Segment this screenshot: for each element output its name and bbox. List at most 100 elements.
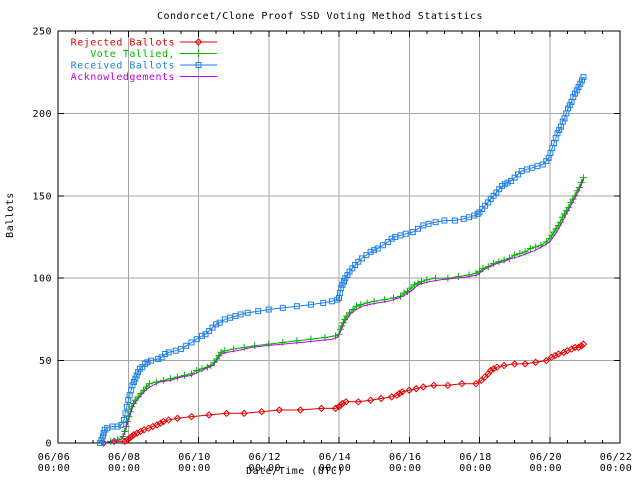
chart-title: Condorcet/Clone Proof SSD Voting Method … bbox=[157, 11, 483, 22]
series-received-ballots-marker bbox=[572, 90, 579, 97]
series-received-ballots-marker bbox=[339, 281, 346, 288]
series-received-ballots-marker bbox=[162, 351, 169, 358]
series-received-ballots-marker bbox=[279, 304, 286, 311]
y-tick-label: 250 bbox=[32, 27, 52, 38]
series-received-ballots-marker bbox=[511, 174, 518, 181]
series-received-ballots-marker bbox=[97, 440, 104, 446]
series-rejected-ballots-marker bbox=[125, 434, 134, 442]
series-received-ballots-marker bbox=[129, 382, 136, 389]
y-tick-label: 100 bbox=[32, 274, 52, 285]
series-rejected-ballots-marker bbox=[419, 383, 428, 391]
series-rejected-ballots-marker bbox=[395, 389, 404, 398]
series-received-ballots-marker bbox=[123, 403, 130, 410]
series-rejected-ballots-marker bbox=[393, 391, 401, 399]
series-rejected-ballots-marker bbox=[153, 421, 161, 429]
legend-item-vote-tallied: Vote Tallied, bbox=[90, 49, 217, 60]
series-received-ballots-marker bbox=[388, 235, 395, 242]
x-tick-label-date: 06/14 bbox=[319, 452, 352, 463]
legend-marker-rejected-ballots bbox=[194, 38, 203, 46]
series-rejected-ballots-marker bbox=[128, 432, 136, 441]
series-received-ballots-marker bbox=[188, 339, 195, 346]
series-received-ballots-marker bbox=[216, 319, 223, 326]
series-rejected-ballots-marker bbox=[123, 435, 132, 444]
series-rejected-ballots-marker bbox=[574, 343, 583, 352]
series-rejected-ballots-marker bbox=[493, 363, 501, 371]
series-received-ballots-marker bbox=[363, 252, 370, 259]
series-rejected-ballots-marker bbox=[164, 416, 173, 424]
series-rejected-ballots-marker bbox=[521, 360, 529, 368]
series-received-ballots-marker bbox=[566, 102, 573, 109]
series-rejected-ballots-marker bbox=[554, 350, 563, 358]
series-rejected-ballots-marker bbox=[156, 419, 165, 427]
series-received-ballots-marker bbox=[122, 410, 129, 417]
x-tick-label-time: 00:00 bbox=[389, 463, 422, 474]
series-received-ballots-marker bbox=[554, 130, 561, 137]
x-tick-label-date: 06/12 bbox=[248, 452, 281, 463]
legend-label-rejected-ballots: Rejected Ballots bbox=[71, 38, 175, 49]
series-received-ballots-marker bbox=[293, 303, 300, 310]
series-received-ballots-marker bbox=[135, 369, 142, 376]
series-rejected-ballots-marker bbox=[398, 388, 406, 396]
series-received-ballots bbox=[97, 74, 587, 446]
series-rejected-ballots-marker bbox=[240, 409, 248, 418]
series-rejected-ballots-marker bbox=[560, 348, 568, 357]
x-tick-label-time: 00:00 bbox=[319, 463, 352, 474]
legend-label-received-ballots: Received Ballots bbox=[71, 61, 175, 72]
series-rejected-ballots-marker bbox=[133, 429, 141, 437]
series-received-ballots-line bbox=[99, 76, 584, 444]
series-received-ballots-marker bbox=[98, 436, 105, 443]
x-axis-label: Date/Time (UTC) bbox=[246, 466, 344, 477]
series-received-ballots-marker bbox=[425, 220, 432, 227]
series-rejected-ballots-marker bbox=[444, 381, 452, 390]
series-received-ballots-marker bbox=[358, 255, 365, 262]
series-received-ballots-marker bbox=[121, 416, 128, 423]
series-received-ballots-marker bbox=[206, 327, 213, 334]
series-received-ballots-marker bbox=[371, 247, 378, 254]
series-received-ballots-marker bbox=[474, 210, 481, 217]
series-rejected-ballots-marker bbox=[551, 351, 559, 360]
series-received-ballots-marker bbox=[451, 217, 458, 224]
series-received-ballots-marker bbox=[409, 229, 416, 236]
series-rejected-ballots-marker bbox=[405, 386, 413, 394]
x-tick-label-date: 06/18 bbox=[459, 452, 492, 463]
series-rejected-ballots-line bbox=[103, 343, 584, 444]
y-tick-label: 0 bbox=[45, 439, 52, 450]
series-acknowledgements bbox=[103, 179, 584, 444]
series-received-ballots-marker bbox=[199, 332, 206, 339]
series-received-ballots-marker bbox=[133, 372, 140, 379]
series-received-ballots-marker bbox=[148, 357, 155, 364]
series-rejected-ballots-marker bbox=[579, 340, 588, 348]
series-rejected-ballots-marker bbox=[296, 406, 305, 414]
series-received-ballots-marker bbox=[338, 285, 345, 292]
series-rejected-ballots-marker bbox=[547, 353, 556, 362]
series-received-ballots-marker bbox=[374, 245, 381, 252]
x-tick-label-date: 06/16 bbox=[389, 452, 422, 463]
series-received-ballots-marker bbox=[577, 80, 584, 87]
series-received-ballots-marker bbox=[177, 346, 184, 353]
x-tick-label-time: 00:00 bbox=[38, 463, 71, 474]
series-received-ballots-marker bbox=[307, 301, 314, 308]
series-rejected-ballots-marker bbox=[567, 345, 576, 353]
series-rejected-ballots-marker bbox=[222, 409, 231, 418]
y-tick-label: 150 bbox=[32, 191, 52, 202]
series-received-ballots-marker bbox=[193, 336, 200, 343]
series-received-ballots-marker bbox=[213, 321, 220, 328]
series-received-ballots-marker bbox=[158, 354, 165, 361]
series-rejected-ballots-marker bbox=[337, 401, 345, 409]
series-received-ballots-marker bbox=[320, 299, 327, 306]
series-rejected-ballots-marker bbox=[542, 356, 550, 365]
series-rejected-ballots-marker bbox=[366, 396, 375, 404]
series-rejected-ballots-marker bbox=[130, 431, 138, 439]
series-rejected-ballots-marker bbox=[510, 360, 519, 368]
series-rejected-ballots-marker bbox=[275, 406, 283, 414]
series-received-ballots-marker bbox=[209, 324, 216, 331]
series-received-ballots-marker bbox=[565, 105, 572, 112]
series-rejected-ballots-marker bbox=[477, 376, 485, 385]
series-received-ballots-marker bbox=[255, 308, 262, 315]
series-received-ballots-marker bbox=[340, 278, 347, 285]
series-rejected-ballots-marker bbox=[205, 411, 213, 419]
series-rejected-ballots-marker bbox=[377, 394, 385, 403]
series-rejected-ballots-marker bbox=[258, 407, 266, 416]
